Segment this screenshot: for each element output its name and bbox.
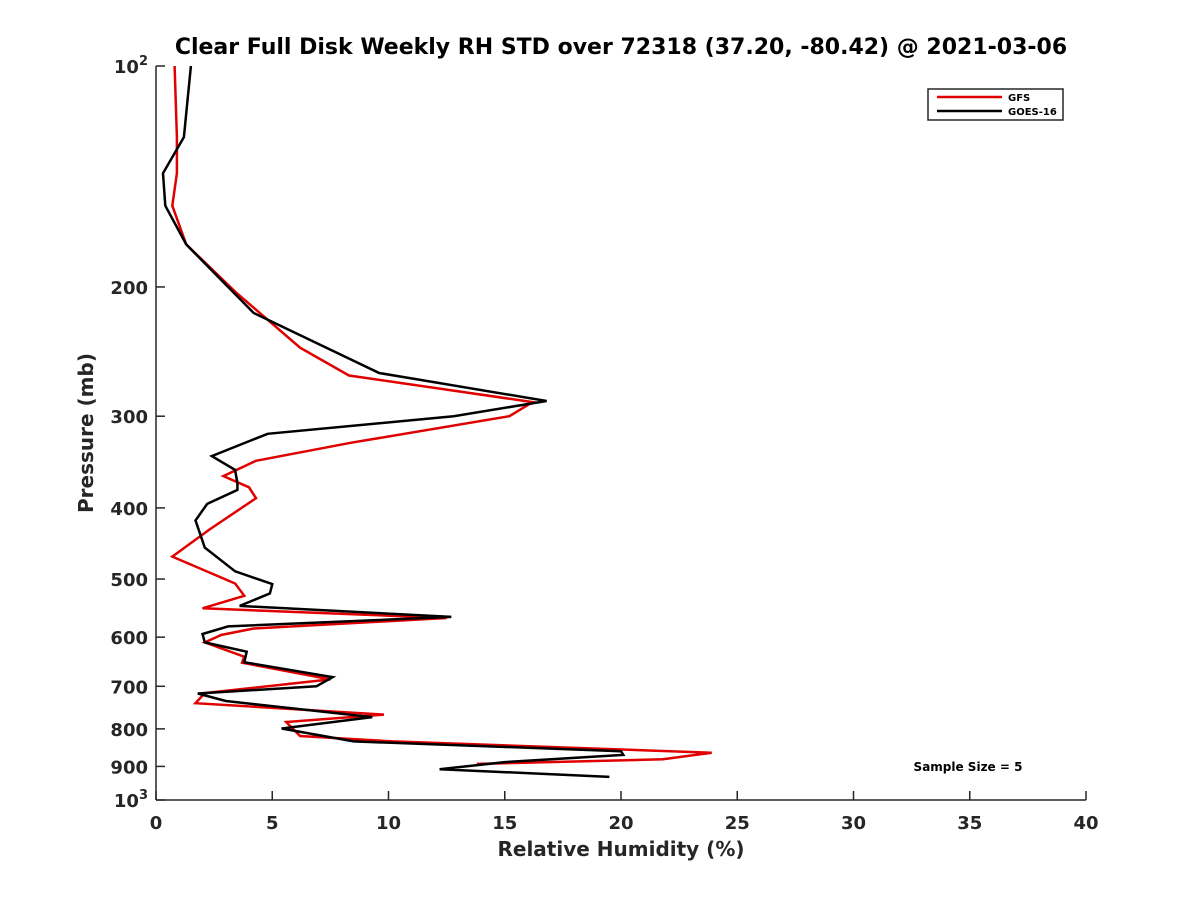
- legend-label-goes-16: GOES-16: [1008, 107, 1057, 118]
- legend-label-gfs: GFS: [1008, 93, 1030, 104]
- y-tick-label: 102: [114, 54, 148, 78]
- y-tick-label: 400: [110, 499, 148, 520]
- y-tick-label: 900: [110, 757, 148, 778]
- x-tick-label: 30: [841, 813, 866, 834]
- plot-area: 0 5 10 15 20 25 30 35 40 102 200 300 400 500 600 700 800…: [110, 54, 1098, 834]
- y-tick-label: 300: [110, 407, 148, 428]
- x-tick-label: 5: [266, 813, 279, 834]
- x-tick-label: 40: [1073, 813, 1098, 834]
- y-tick-label: 700: [110, 677, 148, 698]
- y-tick-label: 103: [114, 788, 148, 812]
- x-tick-label: 10: [376, 813, 401, 834]
- y-tick-label: 800: [110, 720, 148, 741]
- sample-size-annotation: Sample Size = 5: [914, 760, 1023, 774]
- x-tick-label: 35: [957, 813, 982, 834]
- legend: GFS GOES-16: [927, 88, 1064, 121]
- chart-title: Clear Full Disk Weekly RH STD over 72318…: [175, 35, 1067, 60]
- y-tick-label: 200: [110, 278, 148, 299]
- legend-box: [927, 88, 1064, 121]
- y-tick-label: 600: [110, 628, 148, 649]
- x-tick-label: 0: [150, 813, 163, 834]
- y-axis-label: Pressure (mb): [74, 353, 98, 513]
- x-tick-label: 15: [492, 813, 517, 834]
- x-tick-label: 20: [608, 813, 633, 834]
- x-tick-label: 25: [725, 813, 750, 834]
- series-line-goes-16: [161, 65, 626, 779]
- x-axis-label: Relative Humidity (%): [497, 837, 744, 861]
- y-tick-label: 500: [110, 570, 148, 591]
